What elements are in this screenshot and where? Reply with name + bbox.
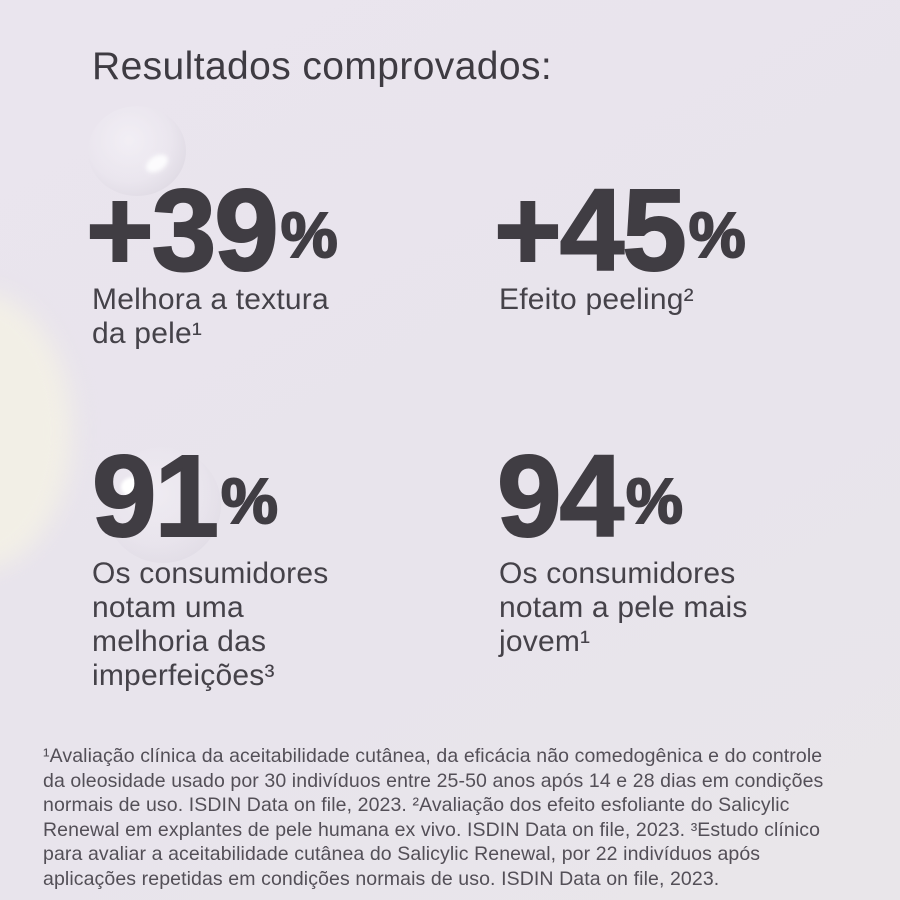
stat-description-line: notam uma (92, 591, 244, 624)
stat-number-text: +45 (493, 165, 688, 295)
stat-description-line: melhoria das (92, 625, 267, 658)
stat-description-texture: Melhora a textura da pele¹ (92, 283, 329, 351)
stat-description-younger-skin: Os consumidores notam a pele mais jovem¹ (499, 557, 748, 659)
stat-description-peeling: Efeito peeling² (499, 283, 694, 317)
water-droplet-decoration (88, 106, 186, 196)
footnote: ¹Avaliação clínica da aceitabilidade cut… (43, 744, 823, 891)
stat-value-younger-skin: 94% (496, 437, 684, 555)
stat-number-text: 94 (496, 431, 625, 561)
footnote-line: da oleosidade usado por 30 indivíduos en… (43, 769, 824, 792)
percent-sign: % (280, 199, 339, 271)
percent-sign: % (220, 465, 279, 537)
stat-description-imperfections: Os consumidores notam uma melhoria das i… (92, 557, 328, 693)
footnote-line: aplicações repetidas em condições normai… (43, 867, 720, 890)
cream-texture-decoration (0, 292, 72, 570)
percent-sign: % (688, 199, 747, 271)
stat-number-text: +39 (85, 165, 280, 295)
stat-description-line: Melhora a textura (92, 283, 329, 316)
footnote-line: ¹Avaliação clínica da aceitabilidade cut… (43, 745, 823, 767)
footnote-line: para avaliar a aceitabilidade cutânea do… (43, 843, 761, 865)
water-droplet-decoration (105, 447, 221, 563)
footnote-line: Renewal em explantes de pele humana ex v… (43, 818, 821, 841)
stat-description-line: Os consumidores (92, 557, 329, 590)
stat-value-texture: +39% (85, 171, 339, 289)
stat-description-line: jovem¹ (499, 625, 591, 658)
stat-description-line: notam a pele mais (499, 591, 748, 624)
stat-description-line: Os consumidores (499, 557, 736, 590)
stat-value-imperfections: 91% (91, 437, 279, 555)
page-title: Resultados comprovados: (92, 45, 553, 88)
stat-description-line: imperfeições³ (92, 659, 275, 692)
stat-value-peeling: +45% (493, 171, 747, 289)
stat-description-line: Efeito peeling² (499, 283, 694, 316)
stat-description-line: da pele¹ (92, 317, 203, 350)
footnote-line: normais de uso. ISDIN Data on file, 2023… (43, 794, 790, 816)
stat-number-text: 91 (91, 431, 220, 561)
percent-sign: % (625, 465, 684, 537)
